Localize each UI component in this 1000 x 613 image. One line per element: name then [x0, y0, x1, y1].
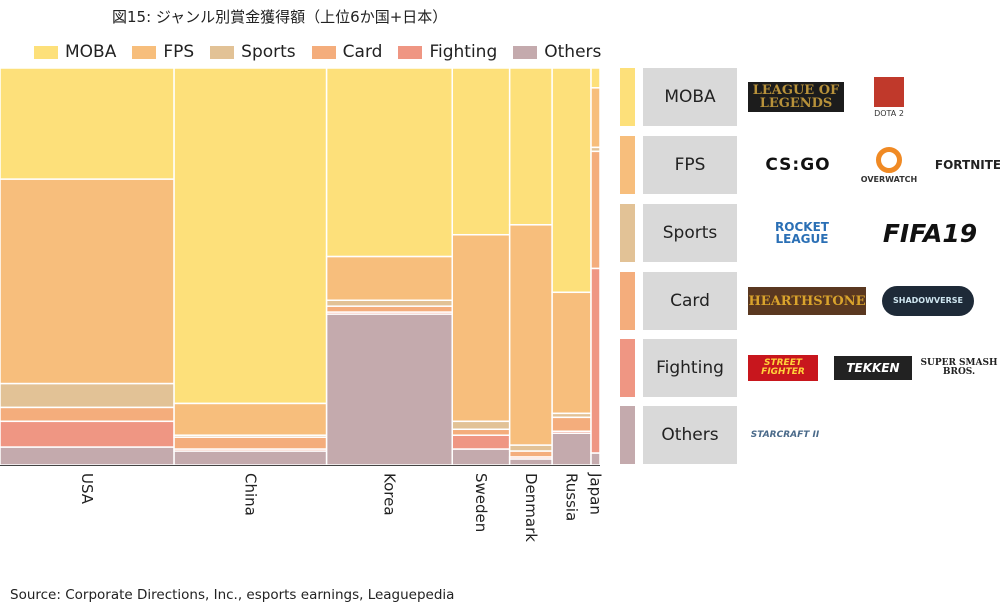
segment-china-moba	[173, 67, 328, 405]
genre-color-bar-fps	[620, 136, 635, 194]
segment-russia-others	[551, 432, 592, 466]
marimekko-chart: USA China Korea Sweden Denmark Russia Japan	[0, 67, 605, 542]
country-label-sweden: Sweden	[472, 473, 490, 532]
country-label-denmark: Denmark	[522, 473, 540, 542]
genre-color-bar-sports	[620, 204, 635, 262]
fifa19-logo: FIFA19	[882, 218, 978, 248]
segment-japan-card	[590, 150, 601, 270]
segment-sweden-moba	[451, 67, 511, 236]
genre-row-moba: MOBA LEAGUE OF LEGENDS DOTA 2	[620, 68, 1000, 126]
legend: MOBA FPS Sports Card Fighting Others	[34, 40, 601, 64]
legend-item-sports: Sports	[210, 42, 296, 62]
segment-korea-others	[325, 313, 453, 466]
segment-usa-sports	[0, 382, 175, 409]
legend-swatch-fps	[132, 45, 157, 59]
chart-title: 図15: ジャンル別賞金獲得額（上位6か国+日本）	[112, 8, 448, 26]
source-note: Source: Corporate Directions, Inc., espo…	[10, 587, 455, 603]
segment-china-fps	[173, 402, 328, 436]
segment-usa-others	[0, 446, 175, 466]
shadowverse-logo: SHADOWVERSE	[882, 286, 974, 316]
segment-sweden-fighting	[451, 434, 511, 450]
genre-label-others: Others	[643, 406, 737, 464]
overwatch-emblem-icon	[876, 146, 902, 173]
dota2-emblem-icon	[874, 76, 904, 107]
genre-label-sports: Sports	[643, 204, 737, 262]
legend-label-sports: Sports	[241, 42, 296, 62]
segment-russia-card	[551, 416, 592, 433]
genre-label-moba: MOBA	[643, 68, 737, 126]
segment-japan-fighting	[590, 267, 601, 454]
genre-label-card: Card	[643, 272, 737, 330]
segment-usa-fighting	[0, 420, 175, 448]
legend-item-card: Card	[311, 42, 383, 62]
segment-japan-others	[590, 452, 601, 466]
segment-sweden-fps	[451, 233, 511, 423]
segment-china-others	[173, 450, 328, 466]
country-label-korea: Korea	[380, 473, 398, 516]
segment-korea-moba	[325, 67, 453, 258]
segment-sweden-sports	[451, 420, 511, 431]
segment-japan-moba	[590, 67, 601, 89]
csgo-logo: CS:GO	[765, 154, 831, 175]
segment-korea-fps	[325, 255, 453, 301]
smash-bros-logo: SUPER SMASH BROS.	[920, 358, 998, 377]
dota2-logo: DOTA 2	[864, 68, 914, 126]
genre-row-card: Card HEARTHSTONE SHADOWVERSE	[620, 272, 1000, 330]
legend-item-fighting: Fighting	[398, 42, 497, 62]
legend-label-moba: MOBA	[65, 42, 117, 62]
segment-sweden-card	[451, 428, 511, 436]
tekken-logo: TEKKEN	[834, 356, 912, 380]
country-label-russia: Russia	[563, 473, 581, 521]
genre-label-fps: FPS	[643, 136, 737, 194]
hearthstone-logo: HEARTHSTONE	[748, 287, 866, 315]
overwatch-logo: OVERWATCH	[852, 136, 926, 194]
legend-item-fps: FPS	[132, 42, 194, 62]
genre-color-bar-moba	[620, 68, 635, 126]
segment-denmark-sports	[508, 444, 553, 452]
legend-label-fps: FPS	[163, 42, 195, 62]
street-fighter-logo: STREET FIGHTER	[748, 355, 818, 381]
segment-denmark-fps	[508, 224, 553, 446]
legend-swatch-fighting	[398, 45, 423, 59]
segment-russia-fps	[551, 291, 592, 415]
legend-label-others: Others	[544, 42, 602, 62]
segment-korea-sports	[325, 299, 453, 307]
legend-swatch-moba	[34, 45, 58, 59]
genre-row-fighting: Fighting STREET FIGHTER TEKKEN SUPER SMA…	[620, 339, 1000, 397]
country-label-china: China	[241, 473, 259, 516]
legend-item-others: Others	[513, 42, 601, 62]
dota2-logo-text: DOTA 2	[874, 108, 904, 118]
genre-row-others: Others STARCRAFT II	[620, 406, 1000, 464]
country-label-japan: Japan	[587, 472, 605, 515]
legend-swatch-sports	[210, 45, 235, 59]
segment-japan-fps	[590, 87, 601, 149]
fortnite-logo: FORTNITE	[934, 158, 1000, 172]
country-label-usa: USA	[78, 473, 96, 505]
genre-label-fighting: Fighting	[643, 339, 737, 397]
legend-label-fighting: Fighting	[429, 42, 498, 62]
genre-color-bar-card	[620, 272, 635, 330]
legend-swatch-others	[513, 45, 538, 59]
segment-sweden-others	[451, 448, 511, 466]
segment-usa-moba	[0, 67, 175, 180]
segment-china-card	[173, 436, 328, 450]
legend-swatch-card	[311, 45, 336, 59]
segment-denmark-others	[508, 458, 553, 466]
starcraft2-logo: STARCRAFT II	[750, 429, 820, 440]
genre-row-sports: Sports ROCKET LEAGUE FIFA19	[620, 204, 1000, 262]
rocket-league-logo: ROCKET LEAGUE	[775, 220, 829, 246]
segment-usa-card	[0, 406, 175, 423]
legend-label-card: Card	[342, 42, 383, 62]
genre-color-bar-others	[620, 406, 635, 464]
legend-item-moba: MOBA	[34, 42, 116, 62]
genre-color-bar-fighting	[620, 339, 635, 397]
segment-russia-moba	[551, 67, 592, 294]
segment-denmark-moba	[508, 67, 553, 226]
genre-row-fps: FPS CS:GO OVERWATCH FORTNITE	[620, 136, 1000, 194]
overwatch-logo-text: OVERWATCH	[860, 174, 918, 184]
league-of-legends-logo: LEAGUE OF LEGENDS	[748, 82, 844, 112]
segment-denmark-card	[508, 450, 553, 458]
segment-korea-card	[325, 305, 453, 313]
segment-usa-fps	[0, 178, 175, 385]
